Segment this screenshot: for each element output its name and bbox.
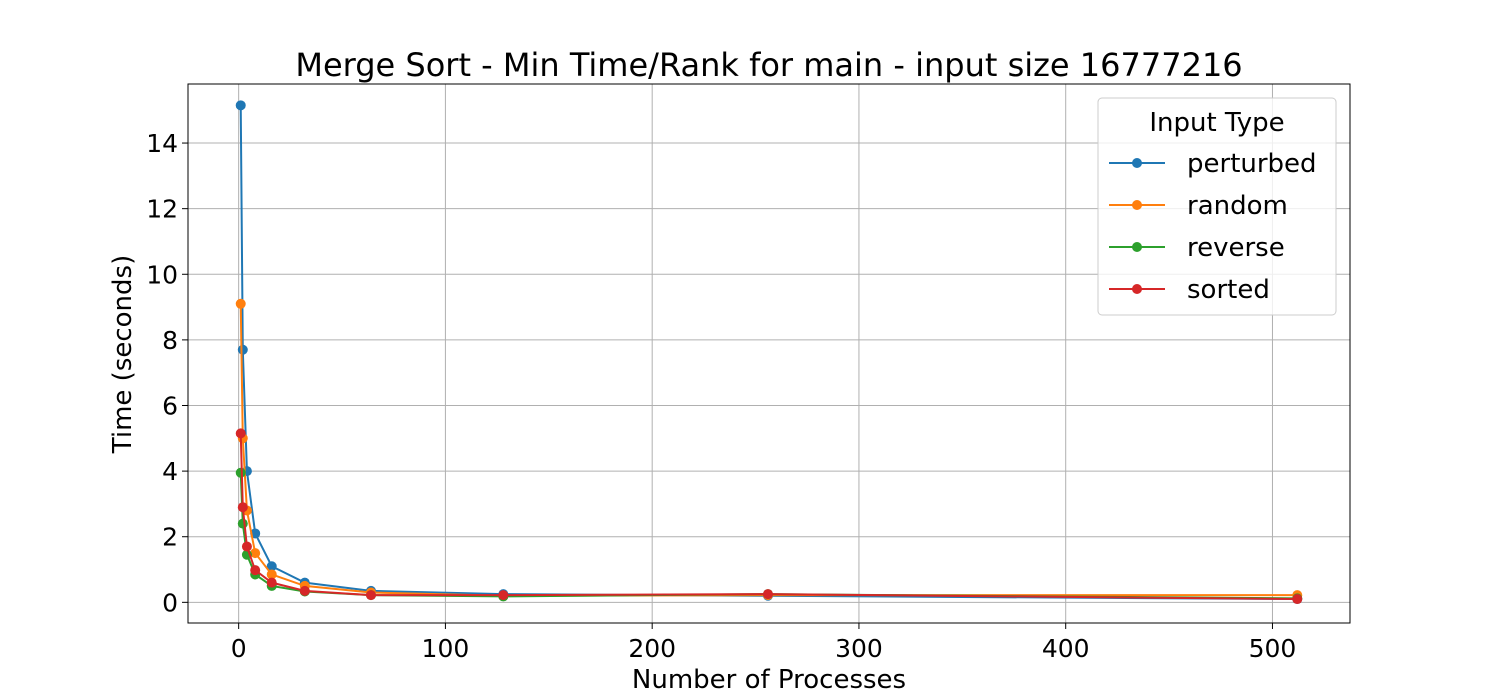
series-line-sorted: [239, 433, 1298, 601]
x-tick-label: 300: [835, 634, 883, 663]
legend: Input Type perturbed random reverse sorted: [1097, 97, 1337, 316]
legend-items: perturbed random reverse sorted: [1109, 149, 1317, 305]
series-line-reverse: [239, 472, 1298, 600]
data-point-random: [235, 298, 246, 309]
y-tick-label: 2: [162, 523, 178, 552]
legend-label: perturbed: [1187, 149, 1317, 179]
data-point-reverse: [235, 467, 246, 478]
x-tick-label: 100: [422, 634, 470, 663]
legend-swatch-marker: [1132, 200, 1142, 210]
legend-item-perturbed: perturbed: [1109, 149, 1317, 179]
legend-swatch-marker: [1132, 242, 1142, 252]
series-random: [235, 298, 1303, 601]
data-point-sorted: [241, 541, 252, 552]
legend-item-random: random: [1109, 191, 1288, 221]
x-axis-ticks: 0 100 200 300 400 500: [231, 623, 1297, 663]
data-point-sorted: [299, 585, 310, 596]
legend-swatch-marker: [1132, 158, 1142, 168]
data-point-random: [250, 548, 261, 559]
series-line-random: [239, 303, 1298, 597]
y-tick-label: 12: [146, 195, 178, 224]
data-point-sorted: [250, 565, 261, 576]
data-point-perturbed: [266, 561, 277, 572]
x-tick-label: 400: [1042, 634, 1090, 663]
y-tick-label: 14: [146, 129, 178, 158]
plot-frame: [187, 83, 1351, 624]
data-point-reverse: [237, 518, 248, 529]
data-point-sorted: [1292, 594, 1303, 605]
legend-label: reverse: [1187, 233, 1285, 263]
x-axis-label: Number of Processes: [632, 665, 906, 695]
data-point-sorted: [237, 502, 248, 513]
legend-title: Input Type: [1149, 108, 1284, 138]
chart-title: Merge Sort - Min Time/Rank for main - in…: [295, 46, 1242, 84]
data-point-sorted: [498, 590, 509, 601]
series-reverse: [235, 467, 1303, 604]
data-point-sorted: [365, 590, 376, 601]
legend-swatch-marker: [1132, 284, 1142, 294]
y-tick-label: 0: [162, 588, 178, 617]
y-tick-label: 10: [146, 260, 178, 289]
series-group: [235, 100, 1303, 605]
y-axis-label: Time (seconds): [108, 255, 138, 454]
x-tick-label: 200: [628, 634, 676, 663]
x-tick-label: 500: [1249, 634, 1297, 663]
y-axis-ticks: 0 2 4 6 8 10 12 14: [146, 129, 188, 617]
data-point-sorted: [235, 428, 246, 439]
legend-label: sorted: [1187, 275, 1270, 305]
legend-item-reverse: reverse: [1109, 233, 1285, 263]
data-point-random: [266, 569, 277, 580]
legend-box: [1097, 97, 1337, 316]
legend-item-sorted: sorted: [1109, 275, 1270, 305]
y-tick-label: 4: [162, 457, 178, 486]
y-tick-label: 6: [162, 391, 178, 420]
data-point-sorted: [762, 589, 773, 600]
legend-label: random: [1187, 191, 1288, 221]
data-point-perturbed: [237, 344, 248, 355]
y-tick-label: 8: [162, 326, 178, 355]
data-point-sorted: [266, 577, 277, 588]
x-tick-label: 0: [231, 634, 247, 663]
data-point-perturbed: [235, 100, 246, 111]
series-sorted: [235, 428, 1303, 605]
